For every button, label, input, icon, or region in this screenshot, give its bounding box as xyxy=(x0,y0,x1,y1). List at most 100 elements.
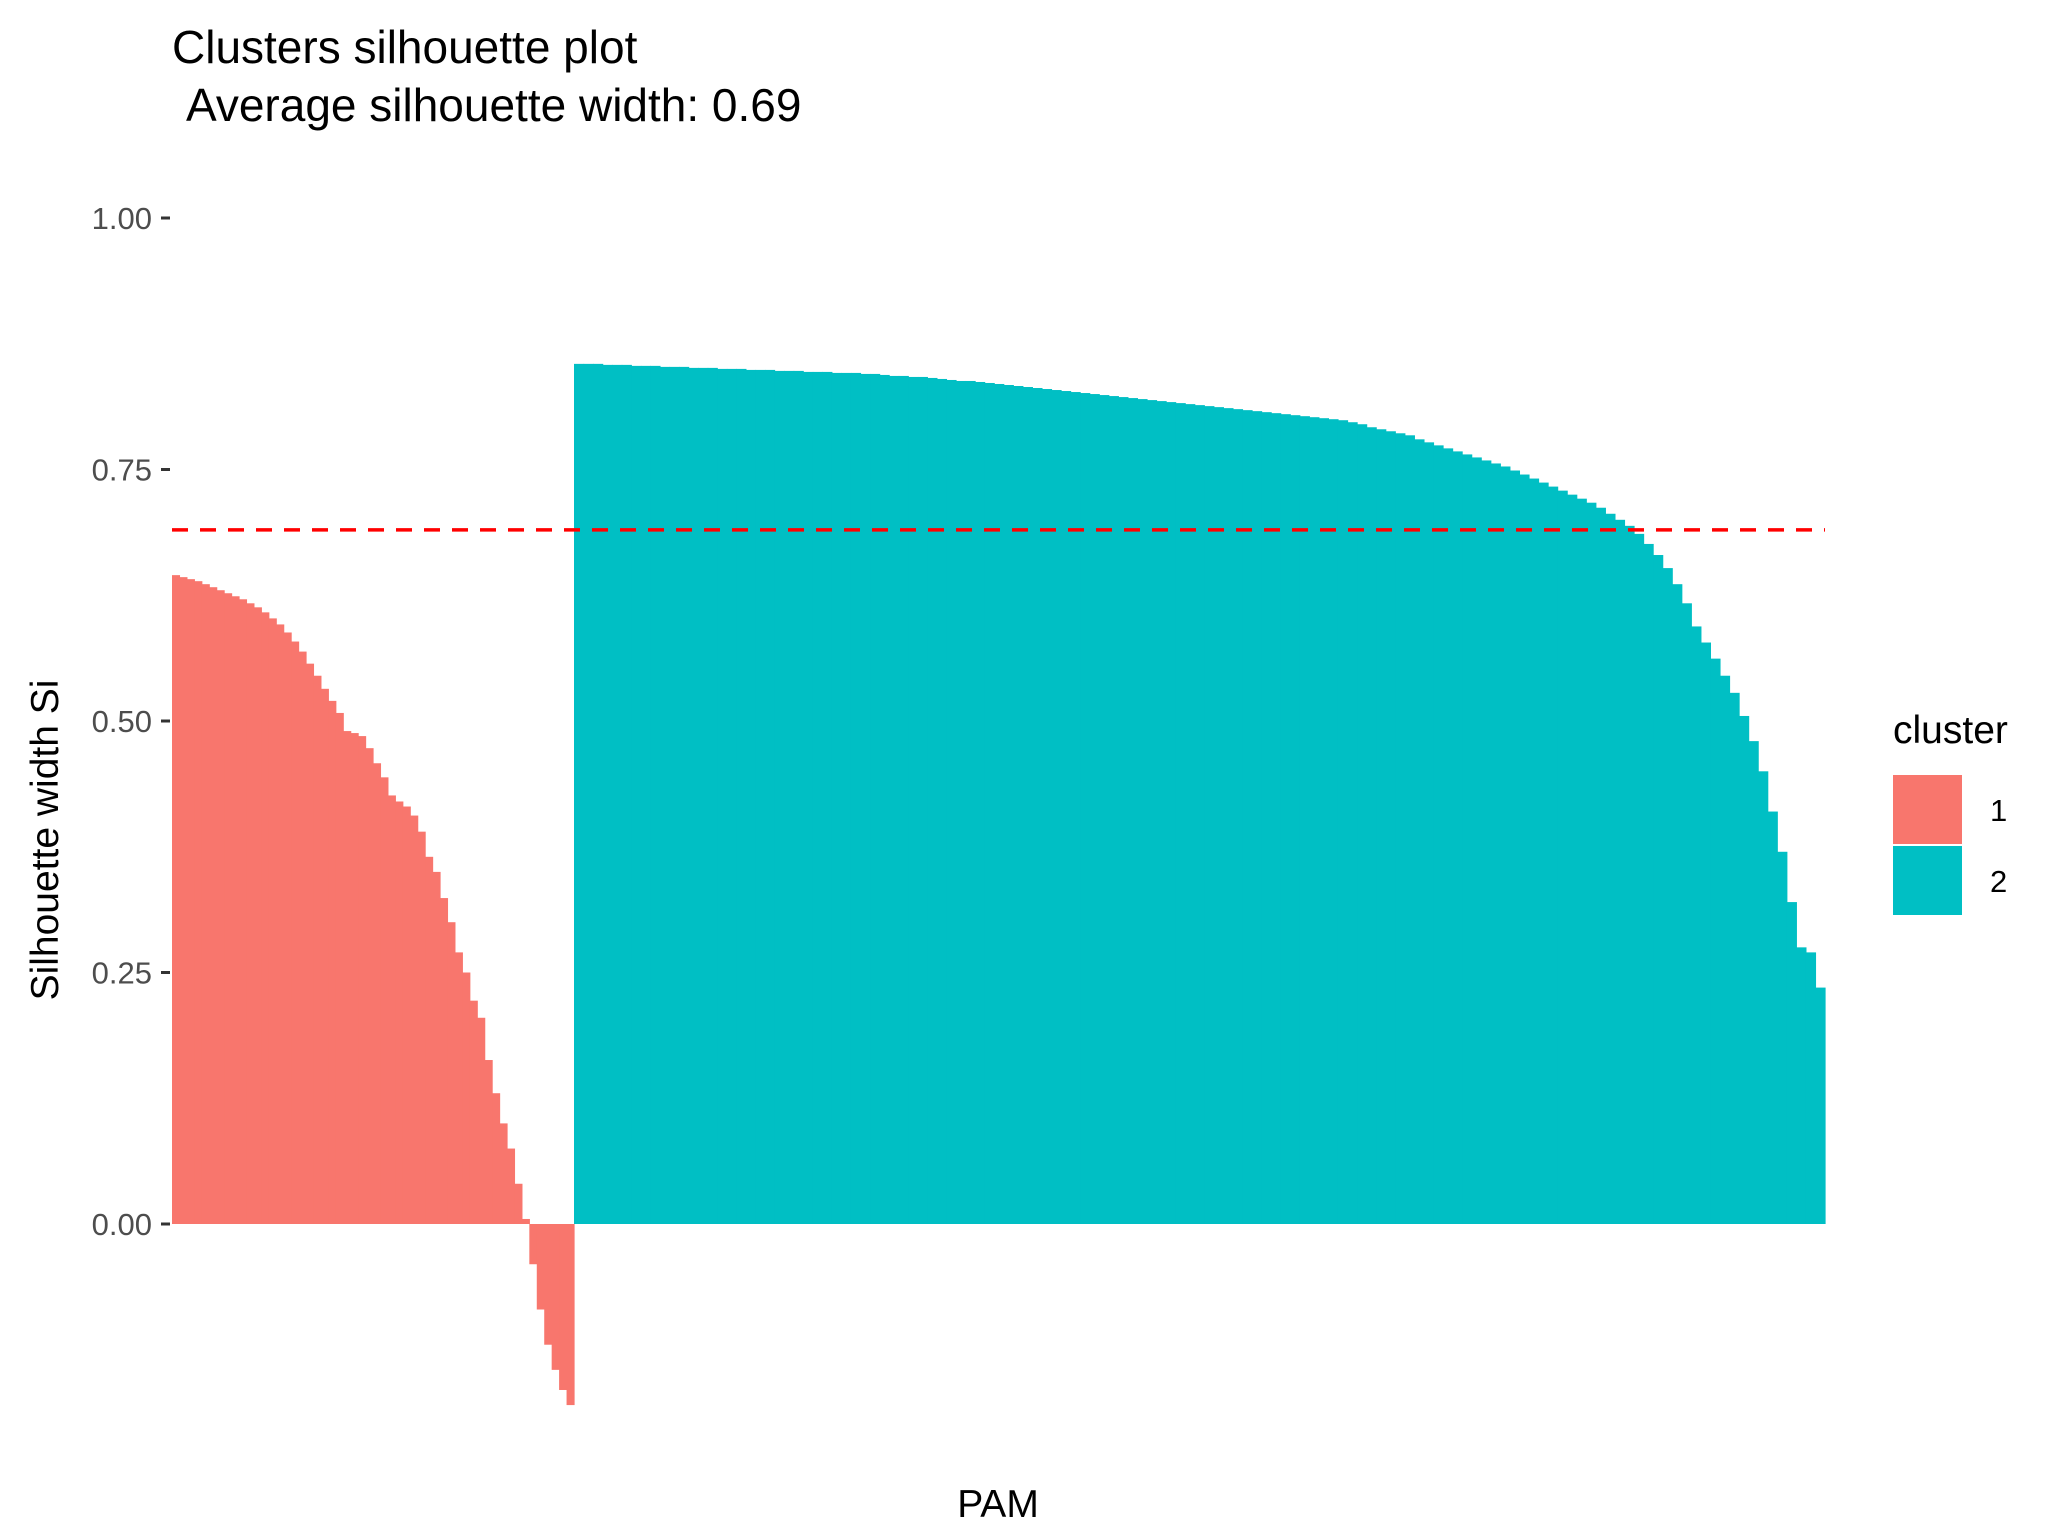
silhouette-bar-cluster-2 xyxy=(955,380,967,1225)
silhouette-bar-cluster-1 xyxy=(186,579,195,1224)
y-tick-label: 0.75 xyxy=(92,453,152,488)
silhouette-bar-cluster-2 xyxy=(1519,474,1530,1224)
silhouette-bar-cluster-2 xyxy=(1557,490,1568,1224)
silhouette-bar-cluster-2 xyxy=(1376,429,1387,1224)
silhouette-bar-cluster-2 xyxy=(1404,435,1415,1224)
silhouette-bar-cluster-1 xyxy=(239,599,248,1224)
silhouette-bar-cluster-2 xyxy=(1672,584,1683,1224)
silhouette-bar-cluster-1 xyxy=(410,815,419,1224)
silhouette-bar-cluster-2 xyxy=(650,365,661,1224)
silhouette-bar-cluster-2 xyxy=(1070,392,1081,1224)
silhouette-bar-cluster-2 xyxy=(1385,431,1396,1224)
silhouette-bar-cluster-1 xyxy=(380,777,389,1224)
silhouette-bar-cluster-2 xyxy=(1204,406,1215,1224)
silhouette-bar-cluster-2 xyxy=(1748,741,1759,1224)
silhouette-bar-cluster-2 xyxy=(583,363,594,1224)
silhouette-bar-cluster-1 xyxy=(477,1017,486,1224)
silhouette-bar-cluster-2 xyxy=(640,365,651,1224)
silhouette-bar-cluster-2 xyxy=(1337,420,1349,1225)
silhouette-bar-cluster-1 xyxy=(313,675,322,1224)
silhouette-bar-cluster-2 xyxy=(755,369,766,1224)
silhouette-bar-cluster-1 xyxy=(417,831,426,1224)
silhouette-bar-cluster-2 xyxy=(1681,603,1692,1224)
silhouette-bar-cluster-1 xyxy=(194,581,203,1224)
y-tick-label: 0.25 xyxy=(92,956,152,991)
silhouette-bar-cluster-2 xyxy=(860,373,871,1224)
silhouette-bar-cluster-2 xyxy=(1815,987,1826,1224)
silhouette-bar-cluster-1 xyxy=(469,1000,478,1224)
silhouette-bar-cluster-1 xyxy=(514,1183,523,1224)
silhouette-bar-cluster-1 xyxy=(328,700,337,1224)
silhouette-bar-cluster-2 xyxy=(984,382,995,1225)
legend-swatch-cluster-2 xyxy=(1893,846,1962,915)
y-tick-label: 0.50 xyxy=(92,704,152,739)
silhouette-bar-cluster-2 xyxy=(1576,498,1587,1224)
silhouette-bar-cluster-2 xyxy=(898,375,909,1224)
silhouette-bar-cluster-2 xyxy=(1653,555,1664,1224)
silhouette-bar-cluster-2 xyxy=(726,368,737,1224)
silhouette-bar-cluster-2 xyxy=(1395,433,1406,1224)
silhouette-bar-cluster-2 xyxy=(1500,466,1511,1225)
silhouette-bar-cluster-2 xyxy=(1605,513,1616,1224)
silhouette-bar-cluster-2 xyxy=(1758,771,1769,1224)
silhouette-bar-cluster-2 xyxy=(1213,407,1224,1224)
silhouette-bar-cluster-1 xyxy=(276,624,285,1224)
legend-items: 12 xyxy=(1893,775,2007,915)
silhouette-bar-cluster-2 xyxy=(764,369,776,1224)
silhouette-bar-cluster-2 xyxy=(1309,417,1320,1224)
silhouette-bar-cluster-2 xyxy=(936,378,948,1225)
silhouette-bar-cluster-2 xyxy=(1166,402,1177,1225)
silhouette-bar-cluster-1 xyxy=(492,1093,501,1224)
silhouette-bar-cluster-1 xyxy=(529,1224,538,1265)
silhouette-bar-cluster-1 xyxy=(172,575,181,1224)
silhouette-bar-cluster-2 xyxy=(841,372,852,1224)
silhouette-bar-cluster-2 xyxy=(803,371,814,1224)
silhouette-bar-cluster-2 xyxy=(822,371,833,1224)
silhouette-bar-cluster-2 xyxy=(1462,454,1473,1224)
silhouette-bar-cluster-2 xyxy=(593,363,604,1224)
silhouette-bar-cluster-1 xyxy=(268,618,277,1224)
silhouette-bar-cluster-2 xyxy=(879,374,890,1224)
silhouette-bar-cluster-2 xyxy=(1003,385,1014,1224)
silhouette-bar-cluster-2 xyxy=(1185,404,1196,1224)
silhouette-bar-cluster-2 xyxy=(1366,427,1377,1224)
silhouette-bar-cluster-2 xyxy=(612,364,623,1224)
silhouette-bar-cluster-2 xyxy=(812,371,823,1224)
silhouette-bar-cluster-1 xyxy=(507,1148,516,1224)
y-axis: 0.00 0.25 0.50 0.75 1.00 xyxy=(92,201,170,1242)
silhouette-bar-cluster-2 xyxy=(1299,416,1310,1224)
silhouette-bar-cluster-2 xyxy=(688,367,699,1224)
silhouette-bar-cluster-2 xyxy=(1290,415,1301,1224)
silhouette-bar-cluster-1 xyxy=(484,1060,493,1224)
silhouette-bar-cluster-1 xyxy=(425,856,434,1224)
legend-swatch-cluster-1 xyxy=(1893,775,1962,844)
silhouette-bar-cluster-2 xyxy=(1013,386,1024,1224)
silhouette-bar-cluster-2 xyxy=(994,383,1005,1224)
silhouette-bar-cluster-2 xyxy=(1223,408,1234,1224)
silhouette-bar-cluster-2 xyxy=(1022,387,1033,1224)
silhouette-bar-cluster-1 xyxy=(432,871,441,1224)
silhouette-bar-cluster-2 xyxy=(917,376,928,1224)
silhouette-bar-cluster-2 xyxy=(745,369,757,1224)
silhouette-bar-cluster-2 xyxy=(707,367,718,1224)
silhouette-bar-cluster-2 xyxy=(1156,401,1167,1225)
silhouette-bar-cluster-2 xyxy=(574,363,585,1224)
silhouette-bar-cluster-2 xyxy=(1232,409,1244,1224)
silhouette-bar-cluster-2 xyxy=(889,375,900,1224)
silhouette-bar-cluster-2 xyxy=(1567,494,1578,1224)
silhouette-bar-cluster-2 xyxy=(908,376,919,1224)
silhouette-bar-cluster-2 xyxy=(1729,692,1740,1224)
silhouette-bar-cluster-2 xyxy=(1252,411,1263,1224)
silhouette-bar-cluster-1 xyxy=(298,651,307,1224)
silhouette-bar-cluster-1 xyxy=(283,632,292,1224)
silhouette-bar-cluster-1 xyxy=(216,590,225,1224)
silhouette-bar-cluster-1 xyxy=(499,1123,508,1224)
silhouette-bar-cluster-1 xyxy=(320,688,329,1224)
silhouette-bar-cluster-2 xyxy=(1347,422,1358,1225)
silhouette-bar-cluster-2 xyxy=(1443,448,1454,1224)
chart-subtitle: Average silhouette width: 0.69 xyxy=(186,79,801,131)
silhouette-bar-cluster-2 xyxy=(1586,502,1597,1224)
silhouette-bar-cluster-2 xyxy=(1471,457,1482,1224)
silhouette-bar-cluster-1 xyxy=(559,1224,568,1390)
silhouette-bar-cluster-2 xyxy=(1528,478,1540,1224)
